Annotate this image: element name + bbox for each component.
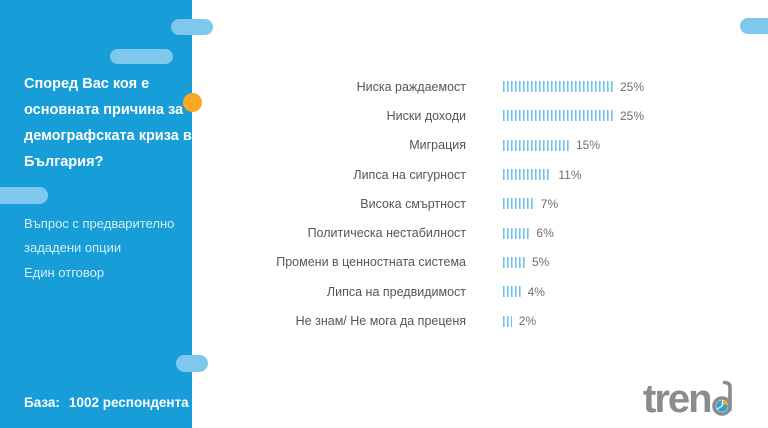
bar-fill (503, 81, 613, 93)
bar-fill (503, 315, 512, 327)
value-label: 15% (576, 138, 601, 153)
trend-logo-text: tren (643, 377, 713, 421)
trend-logo: tren (643, 379, 738, 419)
sample-base: База: 1002 респондента (24, 395, 189, 410)
bar-fill (503, 110, 613, 122)
question-line: демографската криза в (24, 128, 192, 144)
category-label: Ниска раждаемост (356, 79, 466, 94)
bar-chart: Ниска раждаемост 25% Ниски доходи 25% Ми… (200, 72, 760, 336)
chart-row: Ниски доходи 25% (200, 101, 760, 130)
value-label: 6% (536, 226, 554, 241)
chart-row: Миграция 15% (200, 131, 760, 160)
chart-row: Ниска раждаемост 25% (200, 72, 760, 101)
decor-pill-icon (740, 18, 768, 34)
value-label: 25% (620, 79, 645, 94)
question-line: България? (24, 154, 104, 170)
question-subtitle: Въпрос с предварително зададени опции (24, 212, 189, 260)
chart-row: Липса на сигурност 11% (200, 160, 760, 189)
category-label: Политическа нестабилност (307, 226, 466, 241)
value-label: 11% (558, 167, 582, 182)
bar-fill (503, 256, 525, 268)
trend-logo-d-pie-icon (711, 380, 732, 416)
subtitle-line: зададени опции (24, 240, 122, 255)
bar-fill (503, 139, 569, 151)
answer-type-label: Един отговор (24, 265, 105, 280)
category-label: Висока смъртност (360, 196, 466, 211)
category-label: Липса на сигурност (353, 167, 466, 182)
chart-row: Висока смъртност 7% (200, 189, 760, 218)
subtitle-line: Въпрос с предварително (24, 216, 175, 231)
decor-pill-icon (110, 49, 173, 64)
chart-row: Политическа нестабилност 6% (200, 218, 760, 247)
bar-fill (503, 198, 534, 210)
sidebar: Според Вас коя е основната причина за де… (0, 0, 192, 428)
category-label: Липса на предвидимост (326, 284, 466, 299)
chart-row: Не знам/ Не мога да преценя 2% (200, 306, 760, 335)
value-label: 2% (518, 314, 537, 329)
base-label: База: (24, 395, 60, 410)
decor-pill-icon (176, 355, 208, 372)
question-title: Според Вас коя е основната причина за де… (24, 71, 192, 175)
value-label: 25% (620, 108, 645, 123)
base-value: 1002 респондента (68, 395, 189, 410)
bar-fill (503, 286, 521, 298)
decor-orange-dot-icon (183, 93, 202, 112)
category-label: Ниски доходи (386, 108, 466, 123)
question-line: основната причина за (24, 102, 184, 118)
value-label: 5% (532, 255, 550, 270)
bar-fill (503, 169, 552, 181)
category-label: Не знам/ Не мога да преценя (295, 314, 466, 329)
chart-row: Промени в ценностната система 5% (200, 248, 760, 277)
value-label: 4% (527, 284, 545, 299)
bar-fill (503, 227, 530, 239)
value-label: 7% (540, 196, 559, 211)
category-label: Миграция (409, 138, 466, 153)
decor-pill-icon (171, 19, 213, 35)
decor-pill-icon (0, 187, 48, 204)
chart-row: Липса на предвидимост 4% (200, 277, 760, 306)
question-line: Според Вас коя е (24, 76, 150, 92)
category-label: Промени в ценностната система (276, 255, 466, 270)
